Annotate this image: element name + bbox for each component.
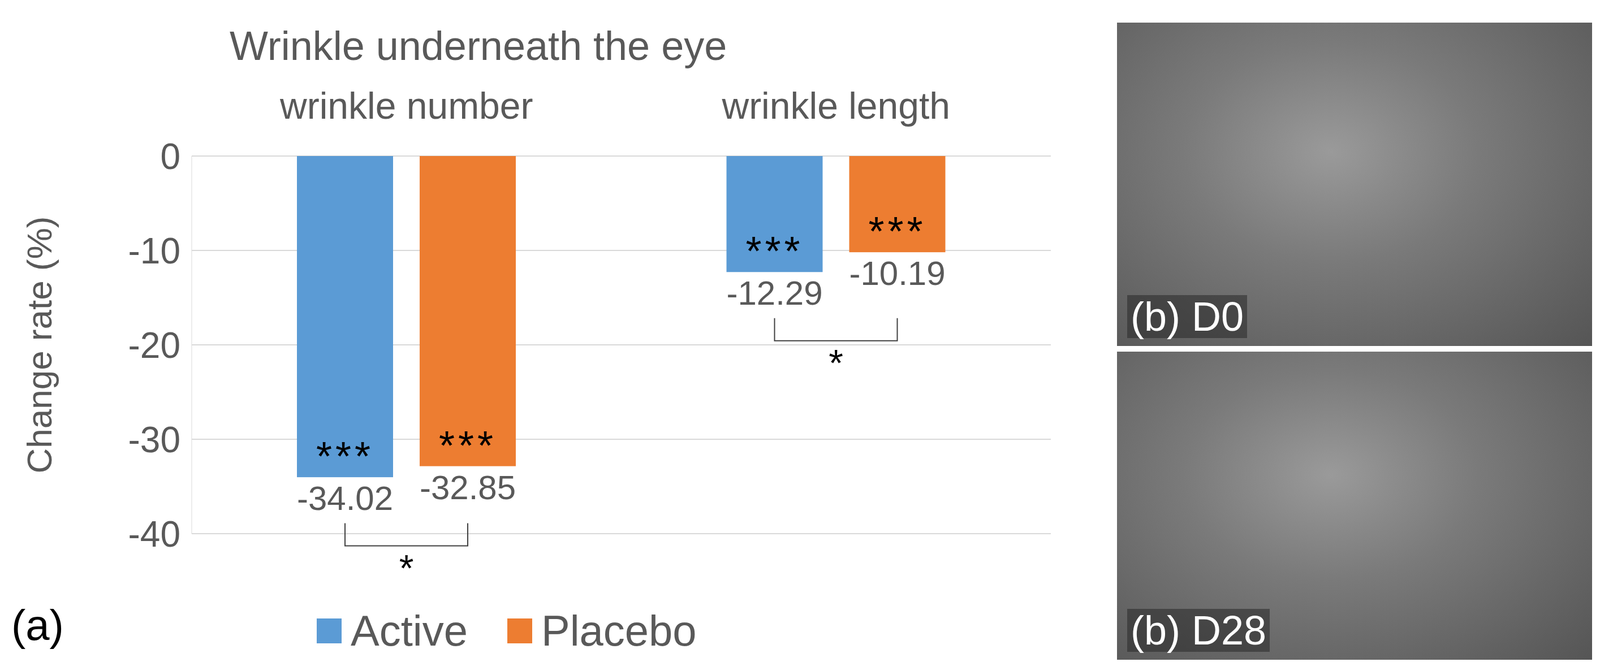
svg-text:wrinkle number: wrinkle number	[279, 84, 534, 127]
svg-text:*: *	[399, 547, 414, 590]
svg-text:0: 0	[160, 136, 181, 178]
html-text:(a): (a)	[11, 601, 64, 650]
svg-text:***: ***	[316, 433, 374, 480]
svg-text:-34.02: -34.02	[296, 479, 394, 518]
svg-text:-30: -30	[128, 419, 181, 461]
svg-text:-20: -20	[128, 325, 181, 366]
svg-text:***: ***	[745, 228, 804, 274]
html-text:Placebo: Placebo	[541, 606, 697, 655]
html-text:Wrinkle underneath the eye: Wrinkle underneath the eye	[229, 23, 727, 69]
svg-text:-12.29: -12.29	[726, 274, 823, 313]
svg-text:*: *	[828, 342, 844, 385]
html-text:Active: Active	[350, 606, 468, 655]
svg-text:-32.85: -32.85	[419, 468, 516, 507]
svg-text:***: ***	[438, 423, 497, 469]
html-text:Change rate (%): Change rate (%)	[19, 216, 59, 474]
svg-text:wrinkle length: wrinkle length	[721, 84, 951, 127]
html-text:(b) D0: (b) D0	[1130, 294, 1244, 340]
svg-text:***: ***	[868, 208, 926, 254]
svg-text:-40: -40	[128, 514, 181, 555]
svg-text:-10: -10	[128, 230, 181, 272]
svg-text:-10.19: -10.19	[848, 254, 946, 293]
html-text:(b) D28: (b) D28	[1130, 607, 1267, 654]
